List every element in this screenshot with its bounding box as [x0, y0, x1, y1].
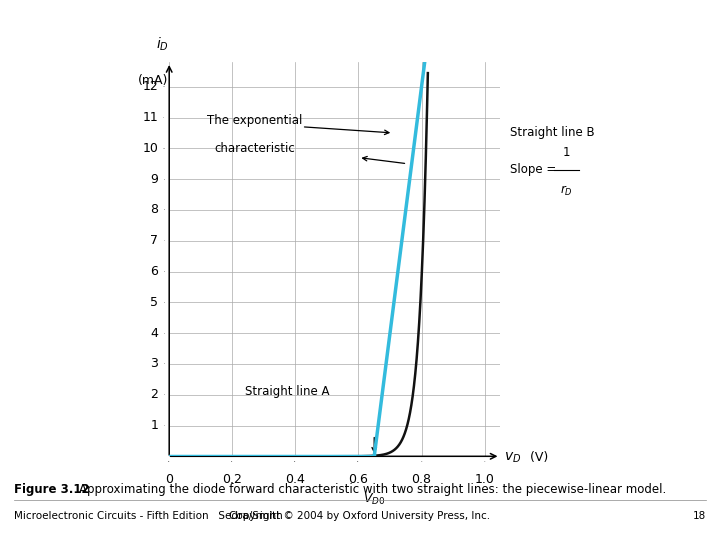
Text: 9: 9	[150, 173, 158, 186]
Text: $v_D$: $v_D$	[503, 451, 521, 465]
Text: 1: 1	[563, 146, 570, 159]
Text: Microelectronic Circuits - Fifth Edition   Sedra/Smith: Microelectronic Circuits - Fifth Edition…	[14, 511, 283, 521]
Text: 1: 1	[150, 419, 158, 432]
Text: 8: 8	[150, 204, 158, 217]
Text: The exponential: The exponential	[207, 114, 302, 127]
Text: characteristic: characteristic	[214, 142, 294, 155]
Text: $V_{D0}$: $V_{D0}$	[363, 492, 385, 507]
Text: 12: 12	[143, 80, 158, 93]
Text: 0.6: 0.6	[348, 473, 369, 486]
Text: 2: 2	[150, 388, 158, 401]
Text: 11: 11	[143, 111, 158, 124]
Text: 0.2: 0.2	[222, 473, 242, 486]
Text: 7: 7	[150, 234, 158, 247]
Text: 6: 6	[150, 265, 158, 278]
Text: 0.8: 0.8	[412, 473, 431, 486]
Text: Slope =: Slope =	[510, 164, 560, 177]
Text: (mA): (mA)	[138, 75, 168, 87]
Text: Figure 3.12: Figure 3.12	[14, 483, 90, 496]
Text: 0.4: 0.4	[285, 473, 305, 486]
Text: 5: 5	[150, 296, 158, 309]
Text: 0: 0	[165, 473, 174, 486]
Text: 10: 10	[143, 142, 158, 155]
Text: Straight line B: Straight line B	[510, 126, 595, 139]
Text: $i_D$: $i_D$	[156, 36, 169, 53]
Text: 18: 18	[693, 511, 706, 521]
Text: 3: 3	[150, 357, 158, 370]
Text: Straight line A: Straight line A	[245, 385, 330, 398]
Text: $r_D$: $r_D$	[560, 184, 573, 198]
Text: Copyright © 2004 by Oxford University Press, Inc.: Copyright © 2004 by Oxford University Pr…	[230, 511, 490, 521]
Text: 1.0: 1.0	[474, 473, 495, 486]
Text: (V): (V)	[526, 451, 548, 464]
Text: 4: 4	[150, 327, 158, 340]
Text: Approximating the diode forward characteristic with two straight lines: the piec: Approximating the diode forward characte…	[79, 483, 667, 496]
